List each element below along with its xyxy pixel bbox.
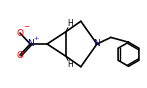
Text: O: O bbox=[16, 29, 24, 37]
Text: N: N bbox=[94, 40, 100, 48]
Text: H: H bbox=[67, 60, 73, 69]
Text: −: − bbox=[23, 24, 29, 30]
Text: +: + bbox=[34, 36, 39, 41]
Text: N: N bbox=[27, 40, 34, 48]
Text: O: O bbox=[16, 51, 24, 59]
Text: H: H bbox=[67, 19, 73, 28]
